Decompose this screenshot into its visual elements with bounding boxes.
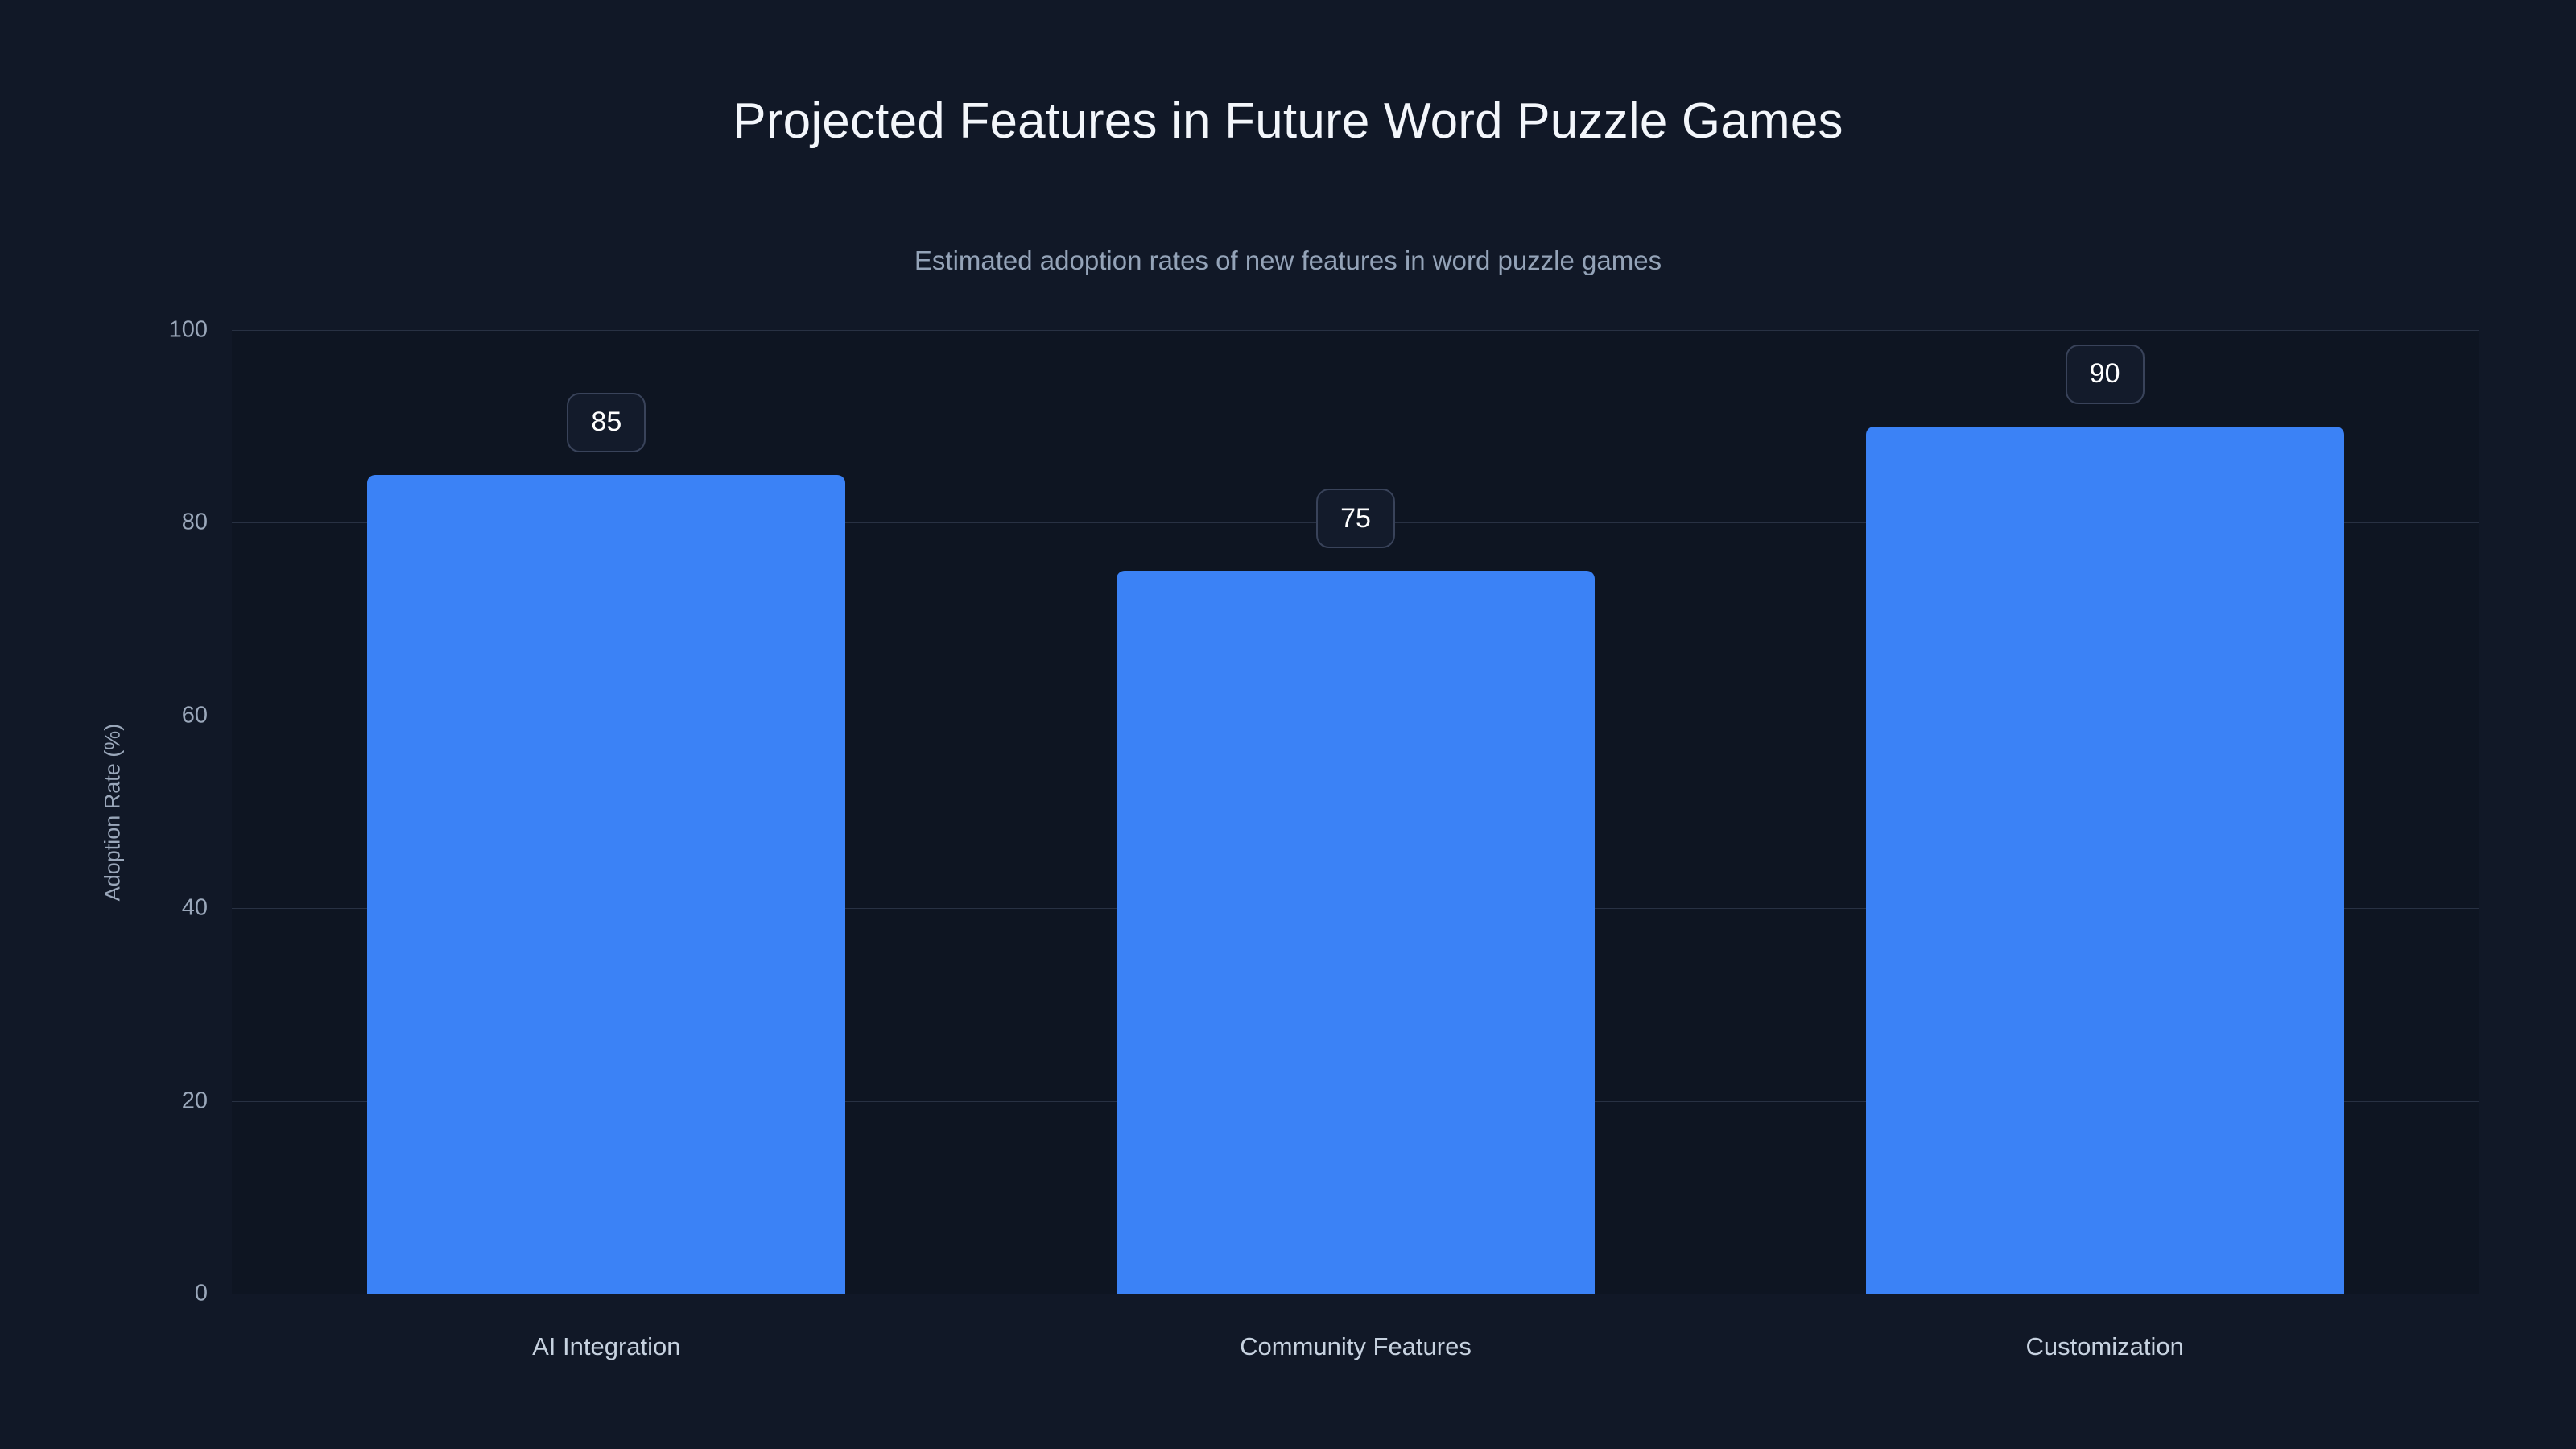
y-axis-tick-label: 0 [194, 1280, 208, 1307]
y-axis-tick-label: 40 [181, 894, 208, 921]
y-axis-tick-label: 20 [181, 1088, 208, 1114]
y-axis-title: Adoption Rate (%) [100, 723, 125, 901]
bar-value-label: 90 [2065, 344, 2145, 404]
y-axis-tick-label: 60 [181, 702, 208, 729]
x-axis-tick-label: Customization [2025, 1332, 2184, 1360]
y-axis-tick-label: 100 [168, 316, 208, 343]
gridline [232, 330, 2479, 331]
bar-value-label: 75 [1316, 489, 1395, 549]
x-axis-tick-label: Community Features [1240, 1332, 1472, 1360]
bar-value-label: 85 [567, 392, 646, 452]
bar[interactable] [1117, 571, 1595, 1294]
x-axis-tick-label: AI Integration [532, 1332, 681, 1360]
plot-area [232, 330, 2479, 1294]
bar[interactable] [1865, 426, 2344, 1294]
y-axis-tick-label: 80 [181, 509, 208, 535]
chart-title: Projected Features in Future Word Puzzle… [733, 93, 1843, 149]
bar[interactable] [367, 474, 846, 1294]
chart-subtitle: Estimated adoption rates of new features… [914, 246, 1662, 275]
